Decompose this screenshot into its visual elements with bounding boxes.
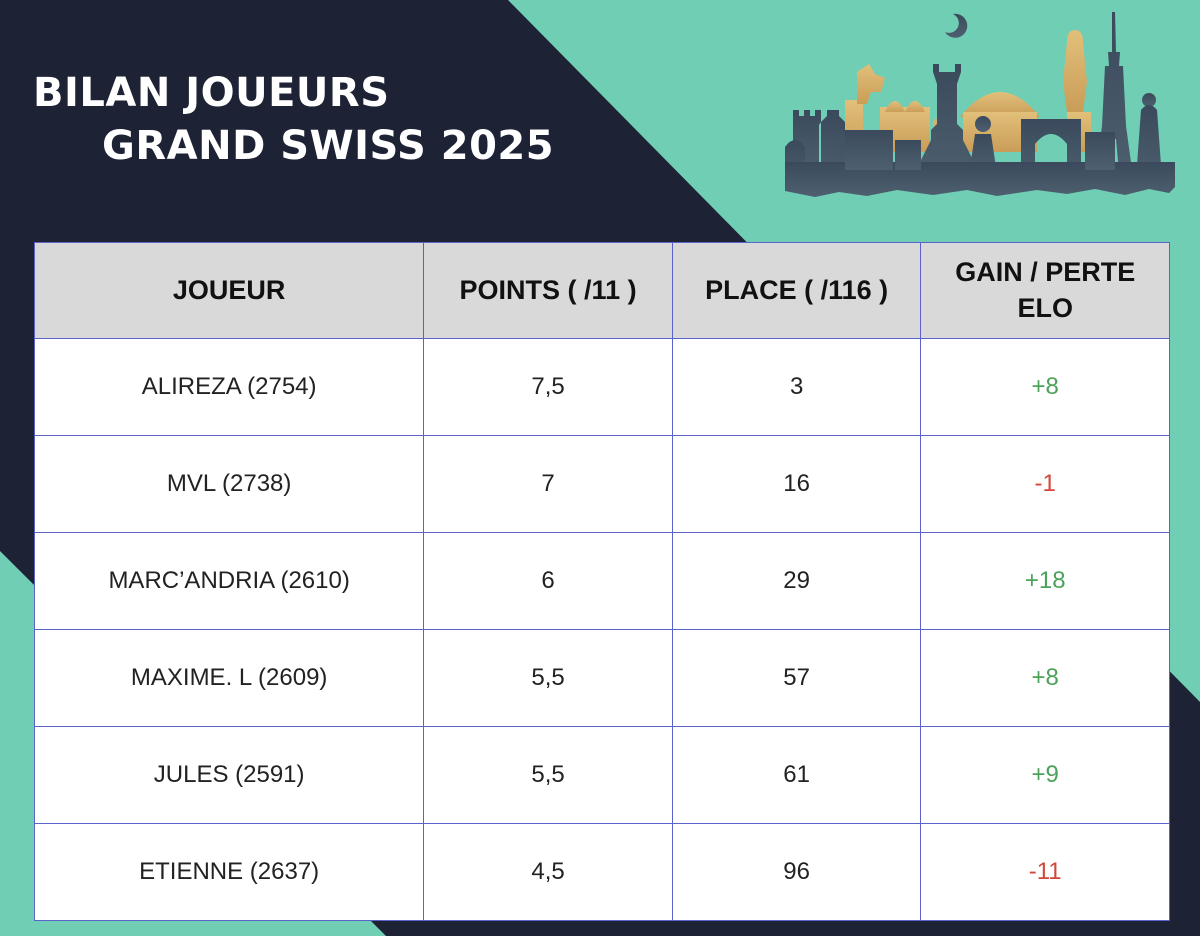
cell-place: 96 xyxy=(671,823,922,921)
table-row: ETIENNE (2637) 4,5 96 -11 xyxy=(33,823,1170,921)
city-skyline-icon xyxy=(785,12,1175,197)
cell-player: ETIENNE (2637) xyxy=(33,823,425,921)
header-place: PLACE ( /116 ) xyxy=(671,242,922,339)
cell-elo-gain: +18 xyxy=(920,532,1170,630)
cell-points: 4,5 xyxy=(423,823,673,921)
cell-points: 7 xyxy=(423,435,673,533)
header-points: POINTS ( /11 ) xyxy=(423,242,673,339)
cell-points: 6 xyxy=(423,532,673,630)
table-row: ALIREZA (2754) 7,5 3 +8 xyxy=(33,338,1170,436)
header-player: JOUEUR xyxy=(33,242,425,339)
table-row: MARC’ANDRIA (2610) 6 29 +18 xyxy=(33,532,1170,630)
cell-elo-loss: -1 xyxy=(920,435,1170,533)
results-table: JOUEUR POINTS ( /11 ) PLACE ( /116 ) GAI… xyxy=(33,242,1170,921)
cell-place: 3 xyxy=(671,338,922,436)
cell-player: JULES (2591) xyxy=(33,726,425,824)
results-table-container: JOUEUR POINTS ( /11 ) PLACE ( /116 ) GAI… xyxy=(33,242,1170,921)
cell-place: 57 xyxy=(671,629,922,727)
table-row: MAXIME. L (2609) 5,5 57 +8 xyxy=(33,629,1170,727)
cell-elo-gain: +9 xyxy=(920,726,1170,824)
cell-elo-gain: +8 xyxy=(920,338,1170,436)
cell-elo-gain: +8 xyxy=(920,629,1170,727)
cell-player: MAXIME. L (2609) xyxy=(33,629,425,727)
table-row: MVL (2738) 7 16 -1 xyxy=(33,435,1170,533)
table-row: JULES (2591) 5,5 61 +9 xyxy=(33,726,1170,824)
cell-points: 5,5 xyxy=(423,726,673,824)
cell-player: MVL (2738) xyxy=(33,435,425,533)
title-line-1: BILAN JOUEURS xyxy=(33,70,390,116)
cell-place: 29 xyxy=(671,532,922,630)
cell-points: 5,5 xyxy=(423,629,673,727)
cell-player: MARC’ANDRIA (2610) xyxy=(33,532,425,630)
cell-player: ALIREZA (2754) xyxy=(33,338,425,436)
cell-place: 61 xyxy=(671,726,922,824)
skyline-slate-layer xyxy=(785,12,1175,197)
table-header-row: JOUEUR POINTS ( /11 ) PLACE ( /116 ) GAI… xyxy=(33,242,1170,339)
cell-elo-loss: -11 xyxy=(920,823,1170,921)
title-line-2: GRAND SWISS 2025 xyxy=(102,123,555,169)
cell-points: 7,5 xyxy=(423,338,673,436)
header-elo-change: GAIN / PERTE ELO xyxy=(920,242,1170,339)
cell-place: 16 xyxy=(671,435,922,533)
